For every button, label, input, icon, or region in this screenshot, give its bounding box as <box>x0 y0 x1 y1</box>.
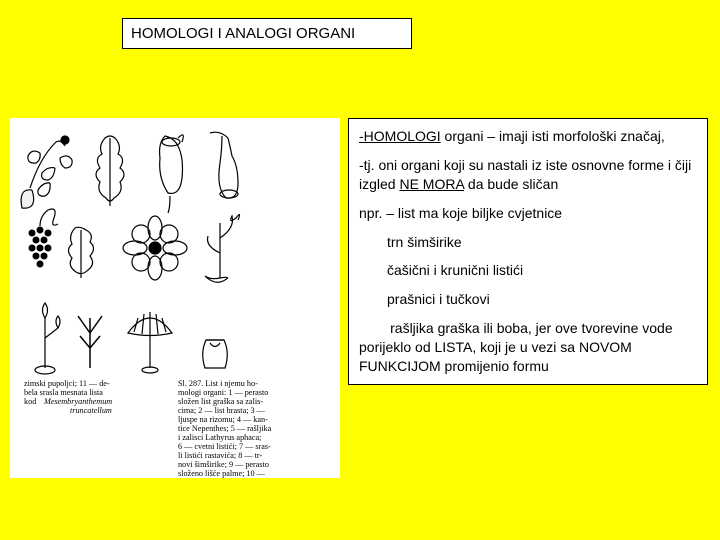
caption-line: ljuspe na rizomu; 4 — kan- <box>178 415 268 424</box>
para-7: rašljika graška ili boba, jer ove tvorev… <box>359 319 697 376</box>
para-2-b: da bude sličan <box>464 176 558 192</box>
caption-line: kod <box>24 397 36 406</box>
caption-line: složeno lišće palme; 10 — <box>178 469 266 478</box>
para-1: -HOMOLOGI organi – imaji isti morfološki… <box>359 127 697 146</box>
para-1-bold: -HOMOLOGI <box>359 128 441 144</box>
para-1-rest: organi – imaji isti morfološki značaj, <box>441 128 665 144</box>
caption-line: cima; 2 — list hrasta; 3 — <box>178 406 266 415</box>
caption-line: bela srasla mesnata lista <box>24 388 103 397</box>
title-box: HOMOLOGI I ANALOGI ORGANI <box>122 18 412 49</box>
para-6: prašnici i tučkovi <box>359 290 697 309</box>
para-5: čašični i krunični listići <box>359 261 697 280</box>
caption-line: truncatellum <box>70 406 112 415</box>
para-2: -tj. oni organi koji su nastali iz iste … <box>359 156 697 194</box>
para-3: npr. – list ma koje biljke cvjetnice <box>359 204 697 223</box>
caption-line: tice Nepenthes; 5 — rašljika <box>178 424 272 433</box>
para-2-underline: NE MORA <box>399 176 464 192</box>
content-box: -HOMOLOGI organi – imaji isti morfološki… <box>348 118 708 385</box>
caption-line: mologi organi: 1 — perasto <box>178 388 268 397</box>
caption-line: zimski pupoljci; 11 — de- <box>24 379 110 388</box>
title-text: HOMOLOGI I ANALOGI ORGANI <box>131 25 355 42</box>
caption-line: i zalisci Lathyrus aphaca; <box>178 433 261 442</box>
caption-line: Sl. 287. List i njemu ho- <box>178 379 258 388</box>
para-4: trn šimširike <box>359 233 697 252</box>
caption-line: li listići rastavića; 8 — tr- <box>178 451 262 460</box>
caption-line: novi šimširike; 9 — perasto <box>178 460 269 469</box>
caption-line: 6 — cvetni listići; 7 — sras- <box>178 442 271 451</box>
caption-line: složen list graška sa zalis- <box>178 397 263 406</box>
caption-line: Mesembryanthemum <box>43 397 112 406</box>
botanical-illustration: Sl. 287. List i njemu ho- mologi organi:… <box>10 118 340 478</box>
